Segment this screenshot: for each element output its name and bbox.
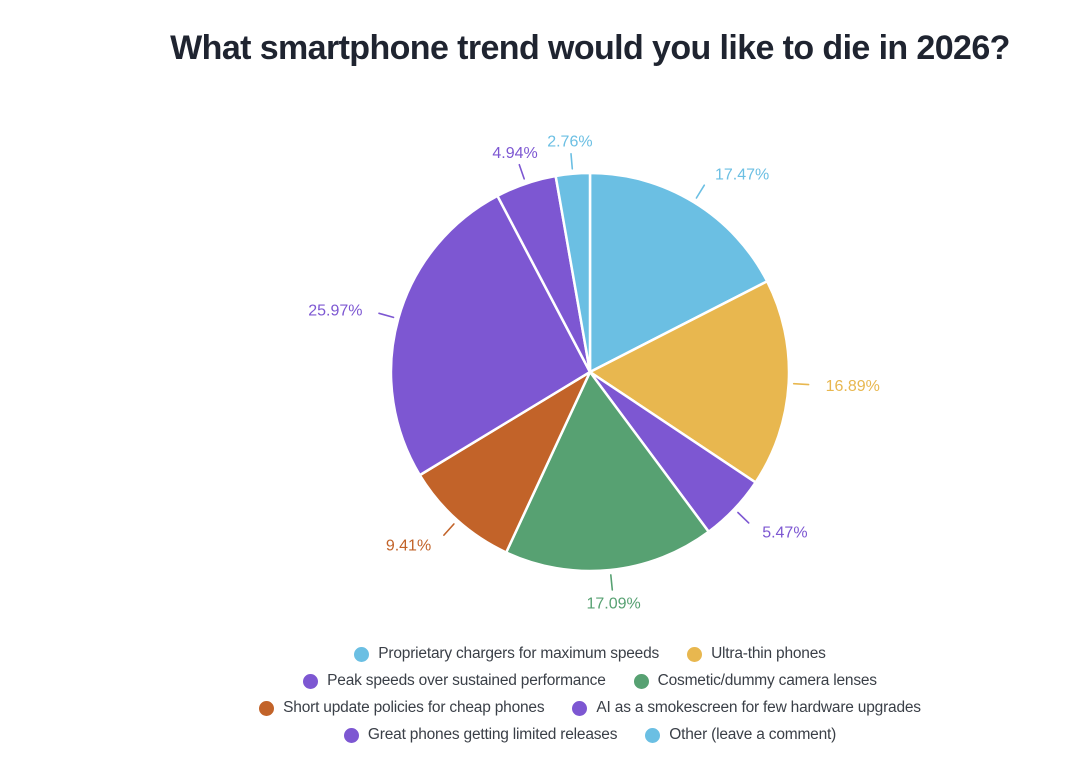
chart-title: What smartphone trend would you like to … bbox=[170, 29, 1010, 67]
legend-swatch-icon bbox=[687, 646, 703, 662]
slice-value-label: 9.41% bbox=[386, 537, 431, 554]
legend-swatch-icon bbox=[645, 727, 661, 743]
slice-value-label: 25.97% bbox=[308, 302, 362, 319]
legend-item-4[interactable]: Short update policies for cheap phones bbox=[259, 699, 545, 717]
legend-label: Peak speeds over sustained performance bbox=[327, 672, 606, 689]
slice-label-tick bbox=[570, 153, 574, 170]
slice-value-label: 4.94% bbox=[492, 145, 537, 162]
legend-item-0[interactable]: Proprietary chargers for maximum speeds bbox=[354, 645, 659, 663]
legend-item-5[interactable]: AI as a smokescreen for few hardware upg… bbox=[572, 699, 921, 717]
slice-label-tick bbox=[443, 523, 455, 536]
legend-label: AI as a smokescreen for few hardware upg… bbox=[596, 699, 921, 716]
legend-item-1[interactable]: Ultra-thin phones bbox=[687, 645, 826, 663]
legend-row: Proprietary chargers for maximum speeds U… bbox=[354, 645, 826, 663]
legend-row: Great phones getting limited releases Oth… bbox=[343, 726, 836, 744]
pie-slice-4[interactable] bbox=[418, 370, 592, 554]
slice-label-tick bbox=[737, 511, 750, 524]
slice-value-label: 5.47% bbox=[762, 524, 807, 541]
legend-item-7[interactable]: Other (leave a comment) bbox=[645, 726, 836, 744]
legend-swatch-icon bbox=[572, 700, 588, 716]
legend-item-2[interactable]: Peak speeds over sustained performance bbox=[303, 672, 606, 690]
slice-value-label: 2.76% bbox=[547, 133, 592, 150]
legend-item-3[interactable]: Cosmetic/dummy camera lenses bbox=[633, 672, 877, 690]
slice-label-tick bbox=[695, 184, 706, 199]
legend-swatch-icon bbox=[354, 646, 370, 662]
legend-swatch-icon bbox=[633, 673, 649, 689]
legend-row: Peak speeds over sustained performance Co… bbox=[303, 672, 877, 690]
legend-item-6[interactable]: Great phones getting limited releases bbox=[343, 726, 618, 744]
legend-label: Great phones getting limited releases bbox=[367, 726, 618, 743]
legend-swatch-icon bbox=[343, 727, 359, 743]
slice-value-label: 16.89% bbox=[826, 378, 880, 395]
legend-row: Short update policies for cheap phones AI… bbox=[259, 699, 921, 717]
pie-slice-0[interactable] bbox=[588, 171, 769, 374]
pie-slice-5[interactable] bbox=[389, 194, 592, 477]
legend-label: Cosmetic/dummy camera lenses bbox=[657, 672, 877, 689]
pie-slice-3[interactable] bbox=[504, 370, 710, 573]
pie-slice-7[interactable] bbox=[554, 171, 592, 374]
slice-value-label: 17.47% bbox=[715, 167, 769, 184]
legend-swatch-icon bbox=[303, 673, 319, 689]
legend-label: Other (leave a comment) bbox=[669, 726, 837, 743]
legend-label: Proprietary chargers for maximum speeds bbox=[378, 645, 660, 662]
legend: Proprietary chargers for maximum speeds U… bbox=[90, 645, 1080, 744]
slice-label-tick bbox=[378, 312, 395, 319]
slice-label-tick bbox=[792, 382, 810, 386]
slice-value-label: 17.09% bbox=[586, 595, 640, 612]
pie-slice-1[interactable] bbox=[588, 280, 791, 484]
legend-label: Short update policies for cheap phones bbox=[283, 699, 545, 716]
legend-swatch-icon bbox=[259, 700, 275, 716]
slice-label-tick bbox=[518, 163, 525, 180]
legend-label: Ultra-thin phones bbox=[711, 645, 826, 662]
slice-label-tick bbox=[610, 574, 614, 591]
